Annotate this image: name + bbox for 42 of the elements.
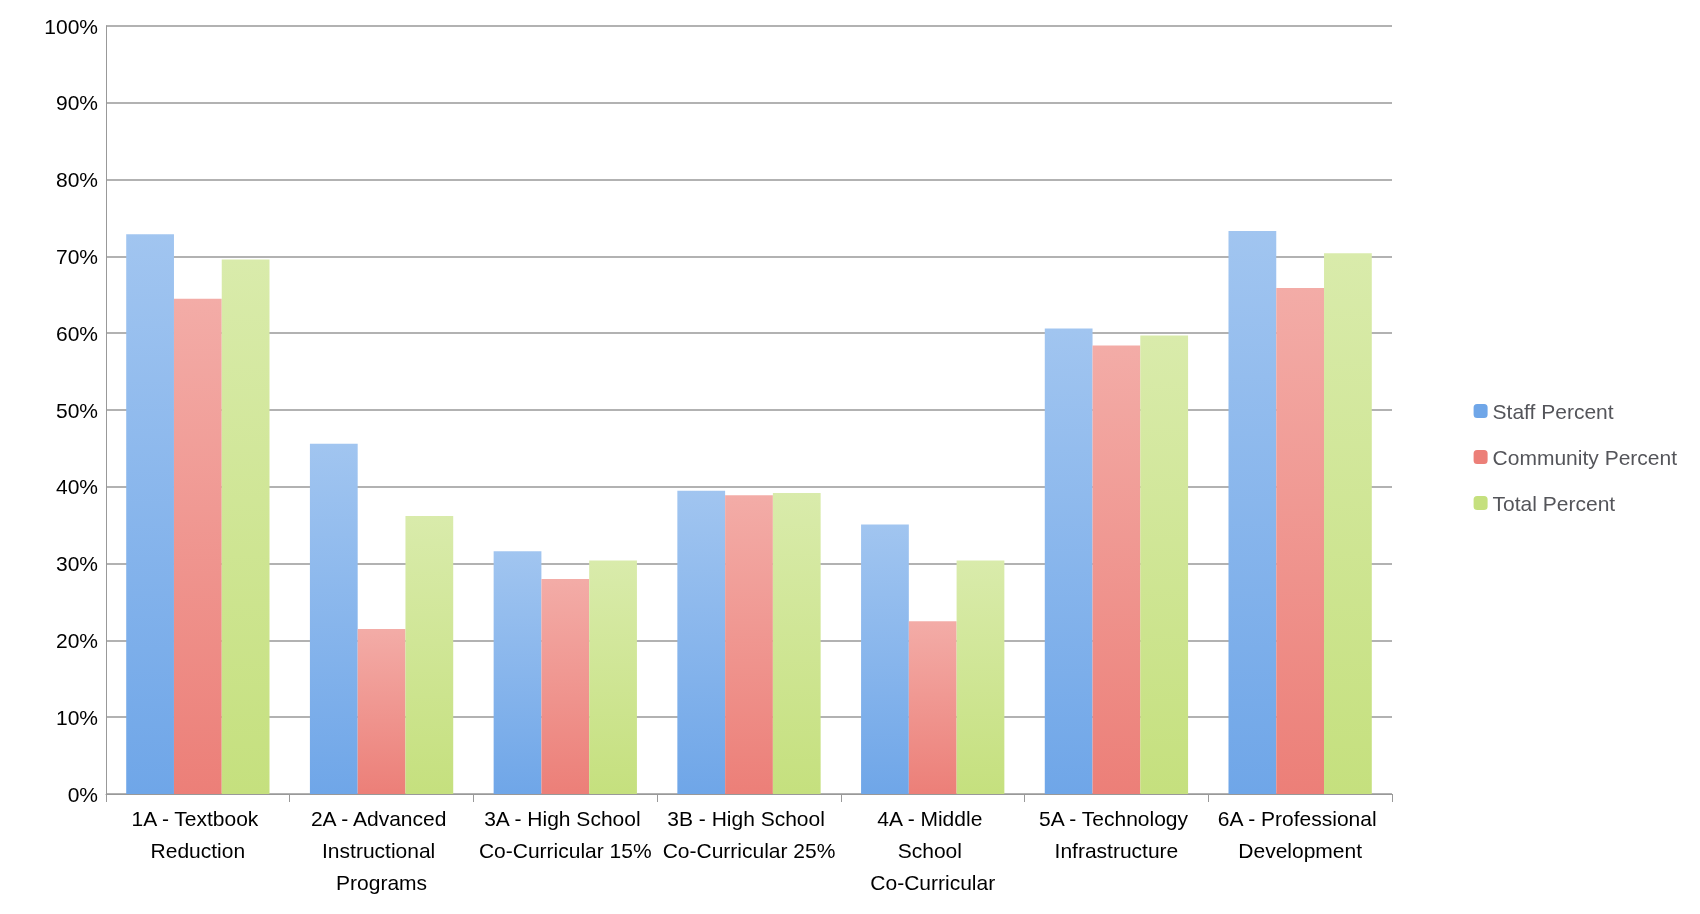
x-tick-label: 3B - High School Co-Curricular 25%	[662, 806, 836, 862]
bar	[725, 495, 773, 794]
bar	[589, 560, 637, 794]
y-tick-label: 0%	[67, 782, 98, 806]
x-tick-label: 2A - Advanced Instructional Programs	[310, 806, 453, 894]
legend-label: Staff Percent	[1492, 399, 1614, 423]
y-tick-label: 80%	[55, 168, 98, 192]
bar	[173, 298, 222, 794]
y-tick-label: 50%	[55, 398, 98, 422]
y-tick-label: 60%	[55, 321, 98, 345]
bar	[1092, 345, 1141, 794]
x-tick-label: 3A - High School Co-Curricular 15%	[478, 806, 652, 862]
bar	[861, 524, 909, 794]
y-tick-label: 40%	[55, 475, 98, 499]
bar	[1044, 328, 1093, 794]
bar	[1276, 287, 1325, 794]
bar	[908, 621, 957, 794]
x-tick-label: 1A - Textbook Reduction	[131, 806, 265, 862]
bar	[221, 259, 270, 794]
bar	[309, 443, 358, 794]
y-tick-label: 20%	[55, 628, 98, 652]
bar	[677, 490, 726, 794]
x-tick-label: 5A - Technology Infrastructure	[1038, 806, 1194, 862]
legend-label: Total Percent	[1492, 491, 1616, 515]
bar	[772, 492, 821, 794]
bar	[1324, 253, 1372, 794]
x-tick-label: 4A - Middle School Co-Curricular	[870, 806, 996, 894]
bar	[956, 560, 1005, 794]
bar	[541, 578, 590, 794]
y-tick-label: 90%	[55, 91, 98, 115]
bar	[357, 628, 406, 794]
bar	[1140, 335, 1189, 794]
legend-label: Community Percent	[1492, 445, 1678, 469]
bar	[1228, 231, 1277, 794]
y-tick-label: 10%	[55, 705, 98, 729]
y-tick-label: 70%	[55, 244, 98, 268]
bar	[493, 551, 542, 794]
bar	[126, 234, 174, 794]
y-tick-label: 30%	[55, 552, 98, 576]
x-tick-label: 6A - Professional Development	[1217, 806, 1383, 862]
y-tick-label: 100%	[44, 14, 98, 38]
bar	[405, 515, 454, 794]
